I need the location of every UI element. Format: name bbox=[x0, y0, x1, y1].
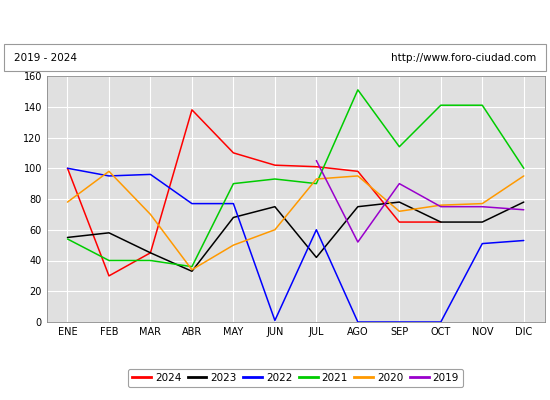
Legend: 2024, 2023, 2022, 2021, 2020, 2019: 2024, 2023, 2022, 2021, 2020, 2019 bbox=[128, 368, 463, 387]
Text: 2019 - 2024: 2019 - 2024 bbox=[14, 53, 77, 63]
Text: Evolucion Nº Turistas Extranjeros en el municipio de Almendral: Evolucion Nº Turistas Extranjeros en el … bbox=[65, 15, 485, 28]
Text: http://www.foro-ciudad.com: http://www.foro-ciudad.com bbox=[391, 53, 536, 63]
